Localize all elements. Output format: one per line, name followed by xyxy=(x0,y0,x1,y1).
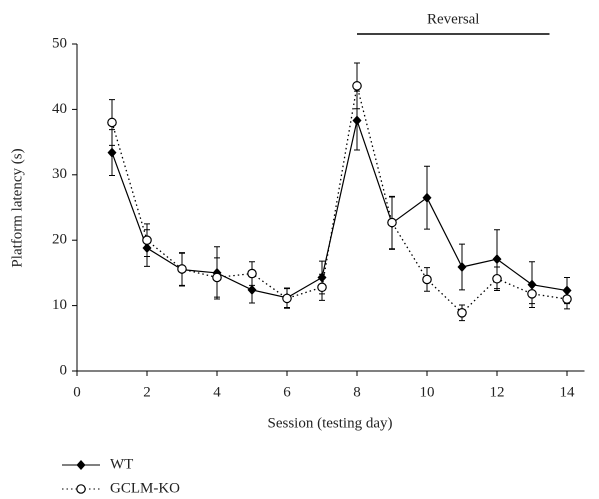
x-tick-label: 0 xyxy=(73,384,81,400)
data-point xyxy=(422,274,432,285)
legend-marker xyxy=(76,460,86,470)
x-tick-label: 10 xyxy=(420,384,435,400)
legend-label: WT xyxy=(110,456,133,472)
y-tick-label: 40 xyxy=(52,101,67,117)
x-tick-label: 8 xyxy=(353,384,361,400)
data-point xyxy=(457,307,467,318)
x-tick-label: 12 xyxy=(490,384,505,400)
y-tick-label: 20 xyxy=(52,232,67,248)
y-axis-label: Platform latency (s) xyxy=(9,148,25,267)
data-point xyxy=(352,115,362,126)
y-tick-label: 30 xyxy=(52,166,67,182)
x-tick-label: 2 xyxy=(143,384,151,400)
data-point xyxy=(422,192,432,203)
data-point xyxy=(352,81,362,91)
data-point xyxy=(247,268,257,279)
data-point xyxy=(212,272,222,283)
data-point xyxy=(142,235,152,245)
data-point xyxy=(177,264,187,274)
data-point xyxy=(492,273,502,284)
data-point xyxy=(247,284,257,295)
data-point xyxy=(282,293,292,304)
data-point xyxy=(527,289,537,299)
data-point xyxy=(387,217,397,228)
y-tick-label: 50 xyxy=(52,35,67,51)
series-line xyxy=(111,118,568,299)
x-tick-label: 4 xyxy=(213,384,221,400)
x-axis-label: Session (testing day) xyxy=(268,415,393,431)
data-point xyxy=(317,282,327,293)
x-tick-label: 6 xyxy=(283,384,291,400)
series-line xyxy=(111,85,568,314)
legend-label: GCLM-KO xyxy=(110,480,180,496)
data-point xyxy=(457,262,467,273)
data-point xyxy=(107,147,117,158)
y-tick-label: 0 xyxy=(60,362,68,378)
annotation-text: Reversal xyxy=(427,11,479,27)
x-tick-label: 14 xyxy=(560,384,576,400)
legend-marker xyxy=(76,484,86,494)
data-point xyxy=(562,294,572,304)
data-point xyxy=(492,254,502,265)
data-point xyxy=(107,117,117,128)
y-tick-label: 10 xyxy=(52,297,67,313)
